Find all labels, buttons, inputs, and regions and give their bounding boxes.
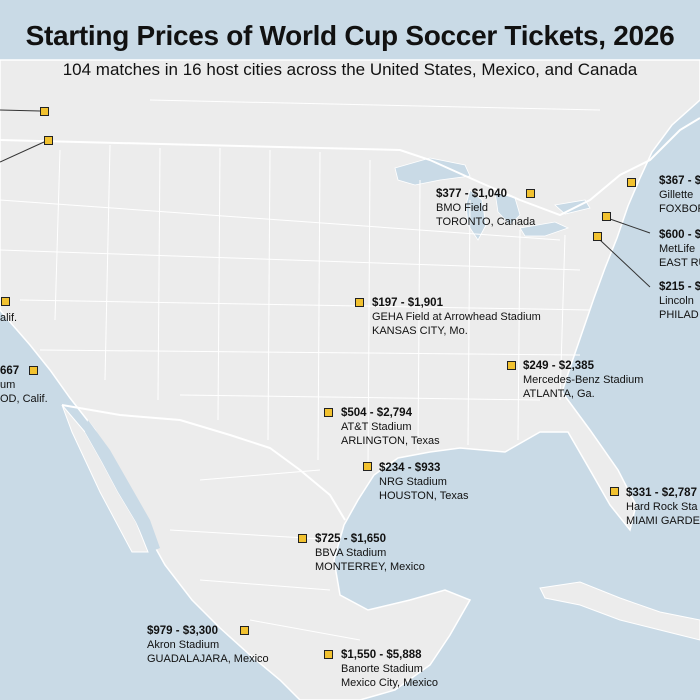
venue-marker-kansas-city[interactable] [355, 298, 364, 307]
venue-price: 667 [0, 365, 20, 377]
venue-marker-east-rutherford[interactable] [602, 212, 611, 221]
venue-marker-guadalajara[interactable] [240, 626, 249, 635]
map-title: Starting Prices of World Cup Soccer Tick… [25, 20, 675, 51]
venue-label-atlanta: $249 - $2,385 Mercedes-Benz Stadium ATLA… [523, 359, 643, 401]
venue-stadium: Mercedes-Benz Stadium [523, 374, 644, 386]
venue-stadium: Hard Rock Sta [626, 501, 698, 513]
us-canada-border [0, 117, 700, 217]
venue-marker-toronto[interactable] [526, 189, 535, 198]
venue-marker-arlington[interactable] [324, 408, 333, 417]
venue-price: $979 - $3,300 [147, 625, 218, 637]
cuba-land [539, 581, 700, 641]
venue-marker-houston[interactable] [363, 462, 372, 471]
venue-label-guadalajara: $979 - $3,300 Akron Stadium GUADALAJARA,… [147, 624, 269, 666]
venue-city: ATLANTA, Ga. [523, 388, 595, 400]
venue-city: ARLINGTON, Texas [341, 435, 440, 447]
venue-marker-monterrey[interactable] [298, 534, 307, 543]
venue-label-kansas-city: $197 - $1,901 GEHA Field at Arrowhead St… [372, 296, 541, 338]
venue-stadium: BMO Field [436, 202, 488, 214]
venue-stadium: BBVA Stadium [315, 547, 387, 559]
venue-label-east-rutherford: $600 - $ MetLife EAST RU [659, 228, 700, 270]
venue-price: $725 - $1,650 [315, 533, 386, 545]
state-borders [0, 99, 601, 641]
venue-label-west-coast-b: 667 um OD, Calif. [0, 364, 48, 406]
venue-price: $249 - $2,385 [523, 360, 594, 372]
venue-price: $1,550 - $5,888 [341, 649, 422, 661]
venue-stadium: Akron Stadium [147, 639, 220, 651]
venue-city: MONTERREY, Mexico [315, 561, 425, 573]
venue-label-west-coast-a: alif. [0, 311, 17, 325]
us-mexico-border [61, 404, 346, 521]
venue-city: FOXBOR [659, 203, 700, 215]
venue-city: GUADALAJARA, Mexico [147, 653, 269, 665]
baja-land [61, 404, 149, 553]
venue-city: EAST RU [659, 257, 700, 269]
venue-city: KANSAS CITY, Mo. [372, 325, 468, 337]
north-america-land [0, 59, 700, 700]
venue-label-foxborough: $367 - $ Gillette FOXBOR [659, 174, 700, 216]
venue-city: TORONTO, Canada [436, 216, 536, 228]
venue-price: $367 - $ [659, 175, 700, 187]
venue-city: alif. [0, 312, 18, 324]
venue-marker-foxborough[interactable] [627, 178, 636, 187]
venue-marker-miami[interactable] [610, 487, 619, 496]
venue-city: HOUSTON, Texas [379, 490, 469, 502]
venue-label-miami: $331 - $2,787 Hard Rock Sta MIAMI GARDE [626, 486, 700, 528]
venue-city: MIAMI GARDE [626, 515, 700, 527]
venue-marker-west-second[interactable] [44, 136, 53, 145]
venue-label-mexico-city: $1,550 - $5,888 Banorte Stadium Mexico C… [341, 648, 438, 690]
venue-label-monterrey: $725 - $1,650 BBVA Stadium MONTERREY, Me… [315, 532, 425, 574]
venue-stadium: GEHA Field at Arrowhead Stadium [372, 311, 541, 323]
venue-stadium: Banorte Stadium [341, 663, 423, 675]
venue-stadium: MetLife [659, 243, 696, 255]
venue-stadium: AT&T Stadium [341, 421, 412, 433]
venue-marker-philadelphia[interactable] [593, 232, 602, 241]
venue-city: OD, Calif. [0, 393, 48, 405]
venue-marker-mexico-city[interactable] [324, 650, 333, 659]
venue-price: $197 - $1,901 [372, 297, 443, 309]
venue-label-philadelphia: $215 - $ Lincoln PHILAD [659, 280, 700, 322]
venue-price: $377 - $1,040 [436, 188, 507, 200]
venue-stadium: NRG Stadium [379, 476, 447, 488]
venue-price: $215 - $ [659, 281, 700, 293]
venue-marker-west-coast-a[interactable] [1, 297, 10, 306]
venue-label-toronto: $377 - $1,040 BMO Field TORONTO, Canada [436, 187, 535, 229]
venue-label-houston: $234 - $933 NRG Stadium HOUSTON, Texas [379, 461, 468, 503]
venue-price: $504 - $2,794 [341, 407, 412, 419]
venue-price: $234 - $933 [379, 462, 441, 474]
venue-marker-west-top[interactable] [40, 107, 49, 116]
venue-label-arlington: $504 - $2,794 AT&T Stadium ARLINGTON, Te… [341, 406, 440, 448]
gulf-of-california [85, 420, 160, 552]
venue-stadium: um [0, 379, 16, 391]
venue-stadium: Gillette [659, 189, 694, 201]
venue-price: $600 - $ [659, 229, 700, 241]
venue-marker-atlanta[interactable] [507, 361, 516, 370]
venue-price: $331 - $2,787 [626, 487, 697, 499]
map-subtitle: 104 matches in 16 host cities across the… [62, 60, 638, 79]
great-lakes [394, 157, 591, 241]
venue-city: Mexico City, Mexico [341, 677, 438, 689]
venue-stadium: Lincoln [659, 295, 694, 307]
venue-marker-west-coast-b[interactable] [29, 366, 38, 375]
leader-lines [0, 109, 651, 288]
venue-city: PHILAD [659, 309, 699, 321]
